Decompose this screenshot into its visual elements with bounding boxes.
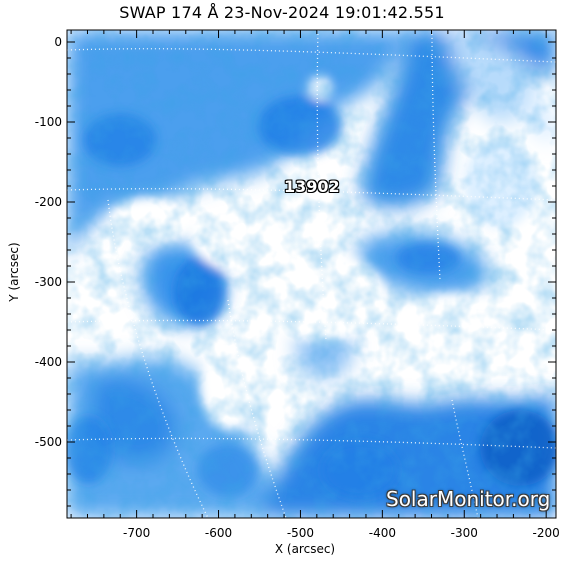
plot-frame [66,29,557,519]
x-tick-label: -200 [533,526,560,540]
y-tick-label: -400 [35,355,62,369]
solar-map [67,30,556,518]
x-tick-label: -600 [205,526,232,540]
x-tick-label: -300 [451,526,478,540]
solarmonitor-watermark: SolarMonitor.org [386,487,551,511]
y-tick-label: -200 [35,195,62,209]
y-tick-label: -500 [35,435,62,449]
x-tick-label: -700 [123,526,150,540]
active-region-label: 13902 [284,177,340,196]
axis-tick-labels: -700 -600 -500 -400 -300 -200 0 -100 -200 -300 -40… [35,35,560,540]
y-tick-label: -300 [35,275,62,289]
x-tick-label: -400 [369,526,396,540]
x-tick-label: -500 [287,526,314,540]
y-axis-title: Y (arcsec) [7,242,21,302]
plot-title: SWAP 174 Å 23-Nov-2024 19:01:42.551 [119,3,445,22]
axis-ticks [67,30,556,518]
x-axis-title: X (arcsec) [274,542,336,556]
coordinate-grid [67,30,556,518]
y-tick-label: -100 [35,115,62,129]
y-tick-label: 0 [54,35,62,49]
